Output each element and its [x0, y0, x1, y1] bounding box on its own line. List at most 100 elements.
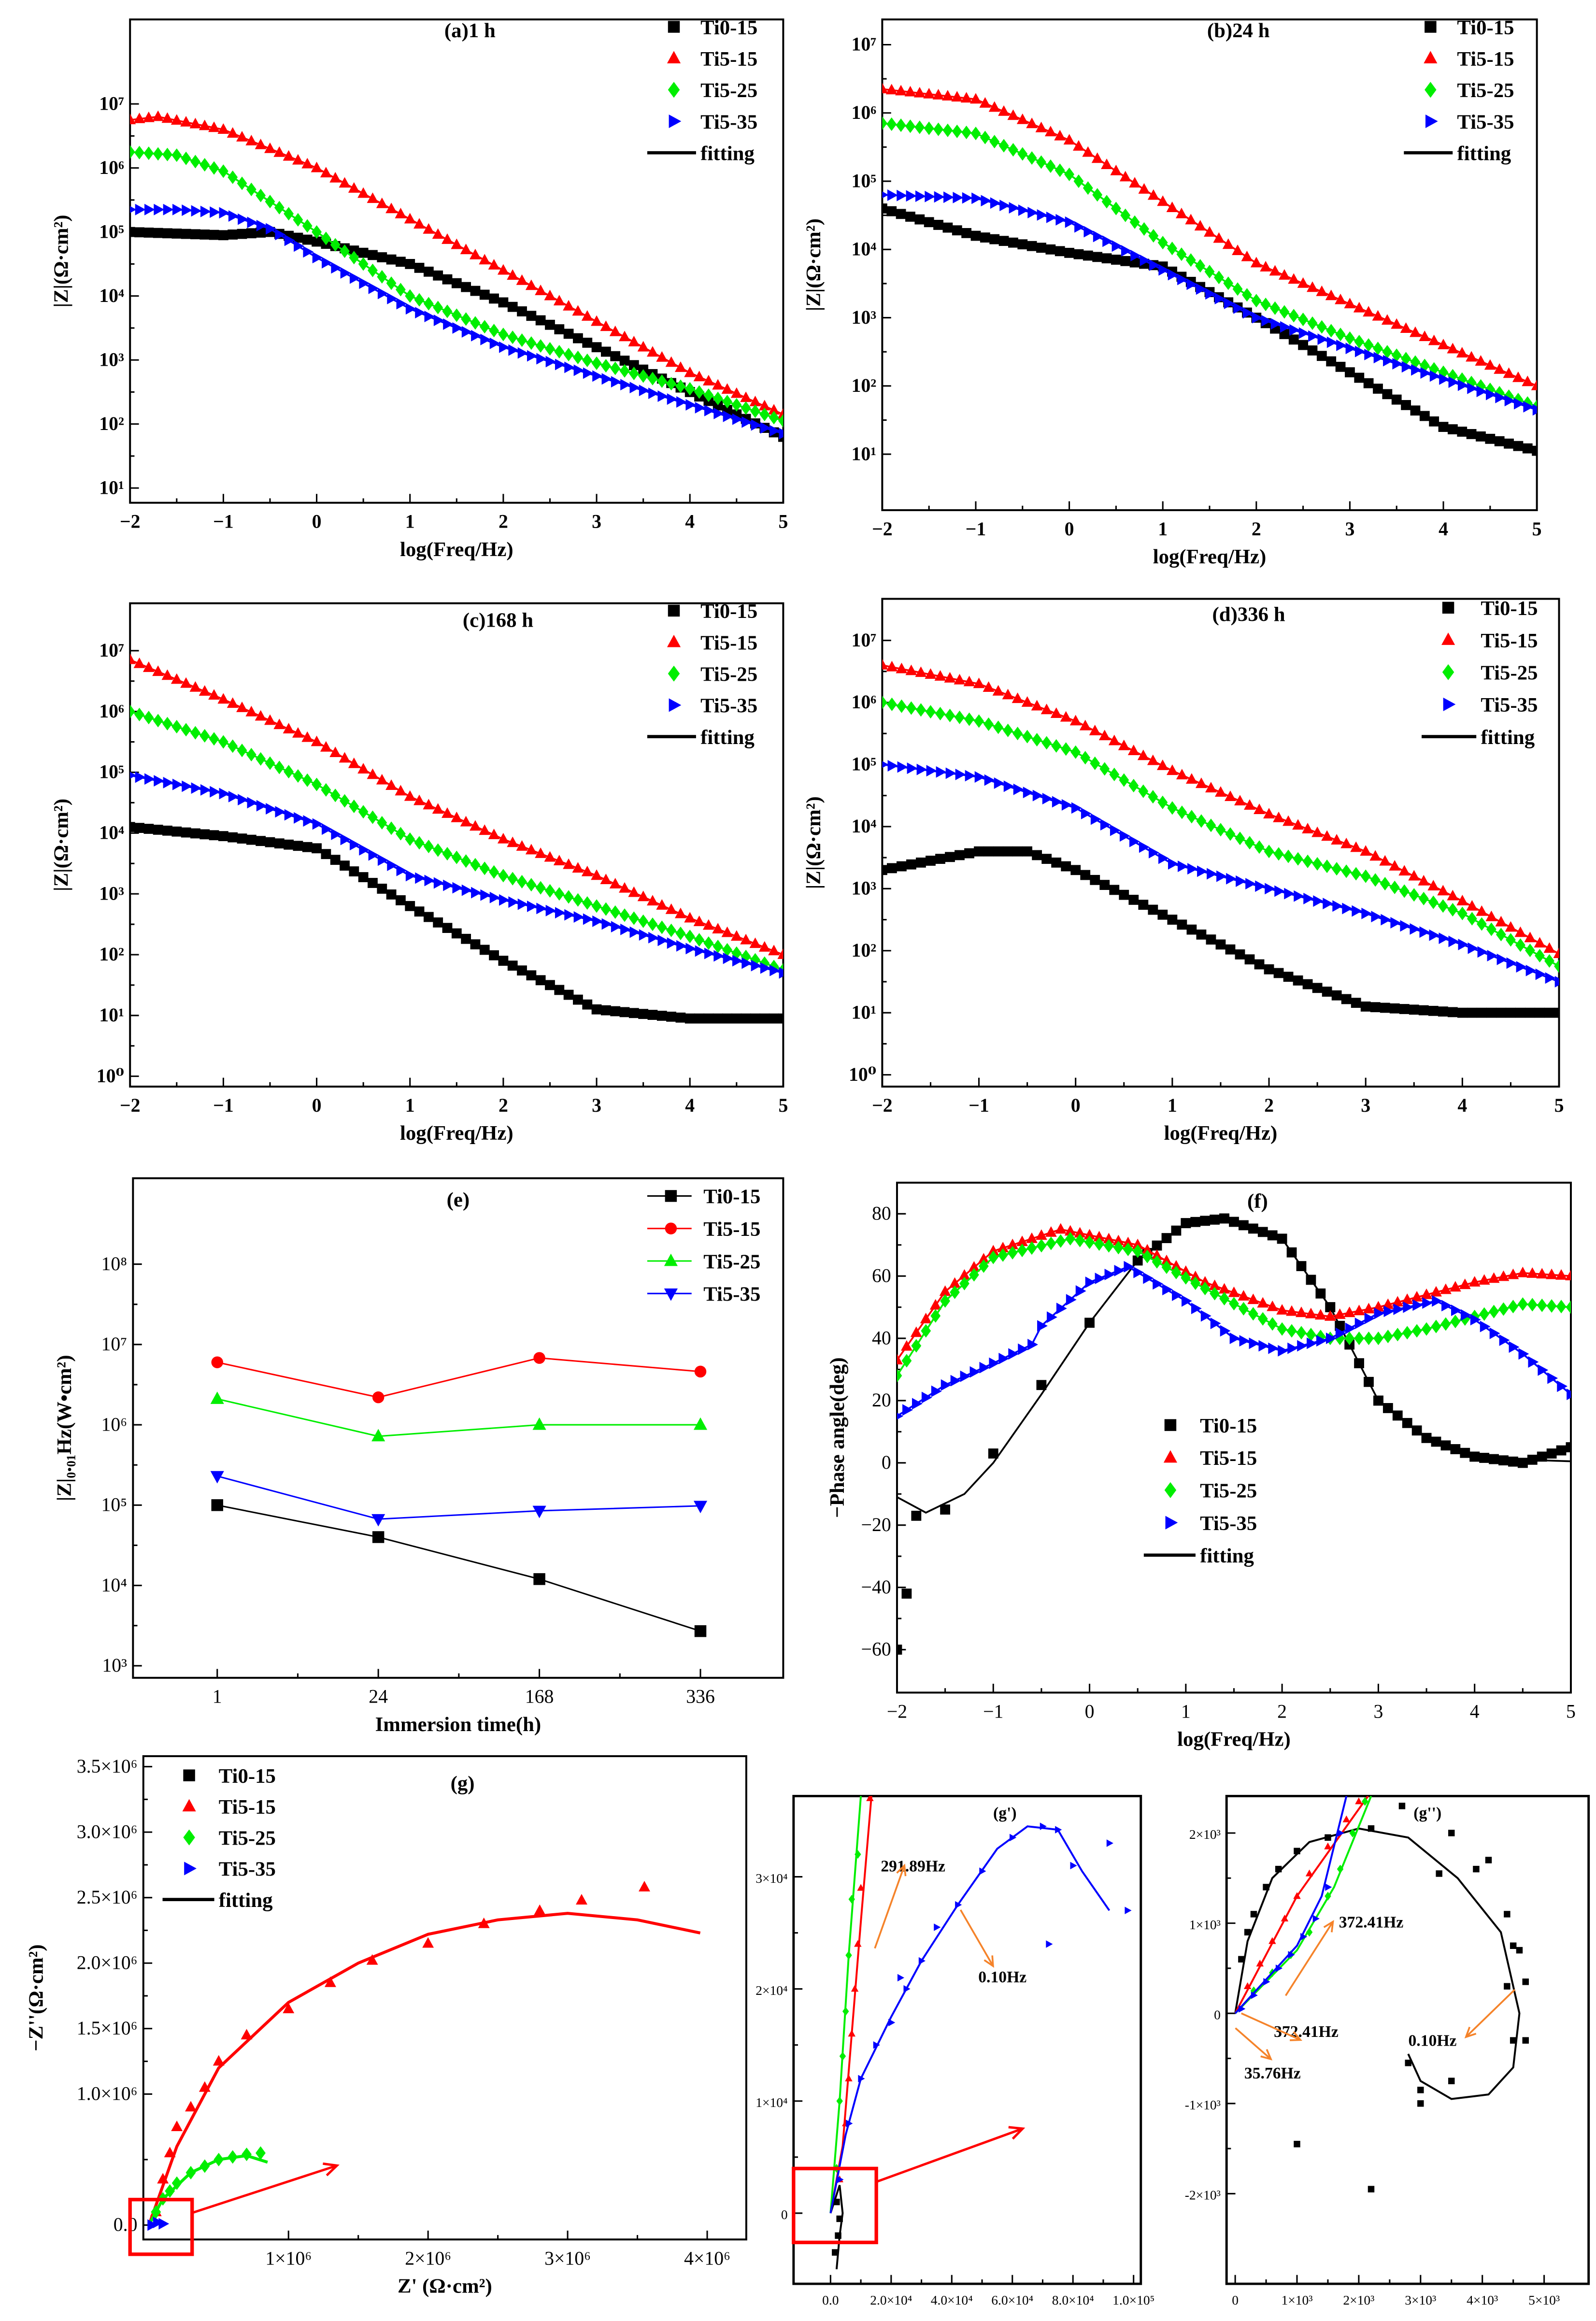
data-point — [741, 401, 751, 415]
data-point — [929, 1299, 941, 1310]
x-tick-label: 336 — [686, 1686, 715, 1707]
data-point — [1364, 1376, 1374, 1387]
data-point — [936, 766, 947, 778]
data-point — [329, 746, 342, 758]
data-point — [1244, 799, 1255, 810]
data-point — [731, 1013, 742, 1024]
data-point — [1373, 352, 1384, 364]
data-point — [1313, 895, 1324, 907]
data-point — [657, 390, 669, 402]
y-tick-label: 2×10⁴ — [755, 1983, 787, 1998]
data-point — [478, 1917, 490, 1928]
data-point — [1161, 1254, 1172, 1265]
data-point — [1557, 1380, 1568, 1392]
data-point — [952, 124, 962, 138]
data-point — [712, 391, 723, 405]
x-axis-label: log(Freq/Hz) — [1177, 1728, 1291, 1750]
data-point — [1063, 134, 1075, 145]
data-point — [954, 673, 966, 685]
legend-label: Ti0-15 — [700, 16, 757, 39]
data-point — [897, 699, 907, 713]
data-point — [980, 130, 990, 144]
data-point — [1090, 874, 1100, 885]
orange-arrow — [959, 1909, 994, 1968]
data-point — [591, 899, 602, 913]
y-tick-label: 10⁶ — [851, 691, 876, 713]
data-point — [405, 870, 416, 882]
data-point — [866, 1796, 874, 1801]
legend-label: fitting — [700, 142, 755, 165]
data-point — [498, 297, 509, 308]
data-point — [303, 815, 314, 827]
data-point — [1537, 1451, 1547, 1462]
data-point — [1293, 1892, 1301, 1899]
data-point — [142, 111, 155, 122]
data-point — [1147, 754, 1159, 765]
fitting-line — [130, 231, 784, 438]
data-point — [535, 975, 546, 986]
data-point — [667, 393, 678, 405]
data-point — [414, 906, 425, 917]
data-point — [498, 328, 509, 342]
data-point — [1448, 935, 1459, 947]
fitting-line — [130, 659, 784, 956]
data-point — [657, 934, 669, 946]
x-tick-label: 2 — [1277, 1701, 1287, 1722]
data-point — [1408, 870, 1420, 881]
data-point — [1418, 891, 1429, 905]
data-point — [165, 2184, 175, 2198]
frequency-annotation: 372.41Hz — [1339, 1914, 1404, 1932]
data-point — [293, 841, 303, 851]
data-point — [573, 350, 583, 364]
data-point — [741, 416, 753, 428]
data-point — [1418, 1005, 1429, 1016]
data-point — [185, 2165, 196, 2180]
data-point — [153, 2217, 164, 2228]
data-point — [171, 826, 182, 837]
data-point — [592, 915, 603, 927]
y-axis-label: −Phase angle(deg) — [826, 1357, 849, 1518]
data-point — [1322, 860, 1332, 874]
data-point — [312, 818, 323, 830]
data-point — [479, 861, 490, 875]
data-point — [1554, 1007, 1559, 1018]
data-point — [1101, 253, 1112, 264]
data-point — [1345, 343, 1356, 355]
data-point — [916, 703, 926, 717]
data-point — [339, 177, 351, 188]
data-point — [210, 206, 221, 218]
data-point — [1214, 786, 1226, 797]
data-point — [1382, 1330, 1393, 1344]
data-point — [1315, 1288, 1326, 1299]
data-point — [1489, 1304, 1499, 1318]
data-point — [1210, 1215, 1220, 1225]
data-point — [1340, 837, 1353, 848]
data-point — [886, 660, 898, 672]
legend-marker — [182, 1799, 196, 1812]
data-point — [1421, 1322, 1432, 1336]
data-point — [340, 244, 350, 258]
legend-label: Ti5-35 — [700, 695, 757, 717]
data-point — [1073, 249, 1084, 259]
plot-area — [130, 110, 784, 442]
data-point — [154, 775, 165, 787]
orange-arrow — [1241, 2012, 1302, 2041]
panel-title: (c)168 h — [463, 609, 533, 632]
data-point — [274, 201, 285, 215]
data-point — [731, 946, 742, 960]
data-point — [629, 926, 641, 938]
data-point — [517, 333, 527, 347]
data-point — [1110, 164, 1122, 175]
data-point — [897, 1974, 905, 1982]
data-point — [693, 916, 705, 926]
y-tick-label: 1×10⁴ — [755, 2095, 787, 2110]
data-point — [903, 1985, 911, 1993]
data-point — [1373, 1332, 1383, 1346]
data-point — [1216, 870, 1227, 882]
data-point — [1280, 321, 1291, 333]
data-point — [404, 790, 416, 801]
data-point — [1249, 1337, 1260, 1349]
data-point — [1281, 1914, 1289, 1921]
data-point — [143, 824, 154, 834]
